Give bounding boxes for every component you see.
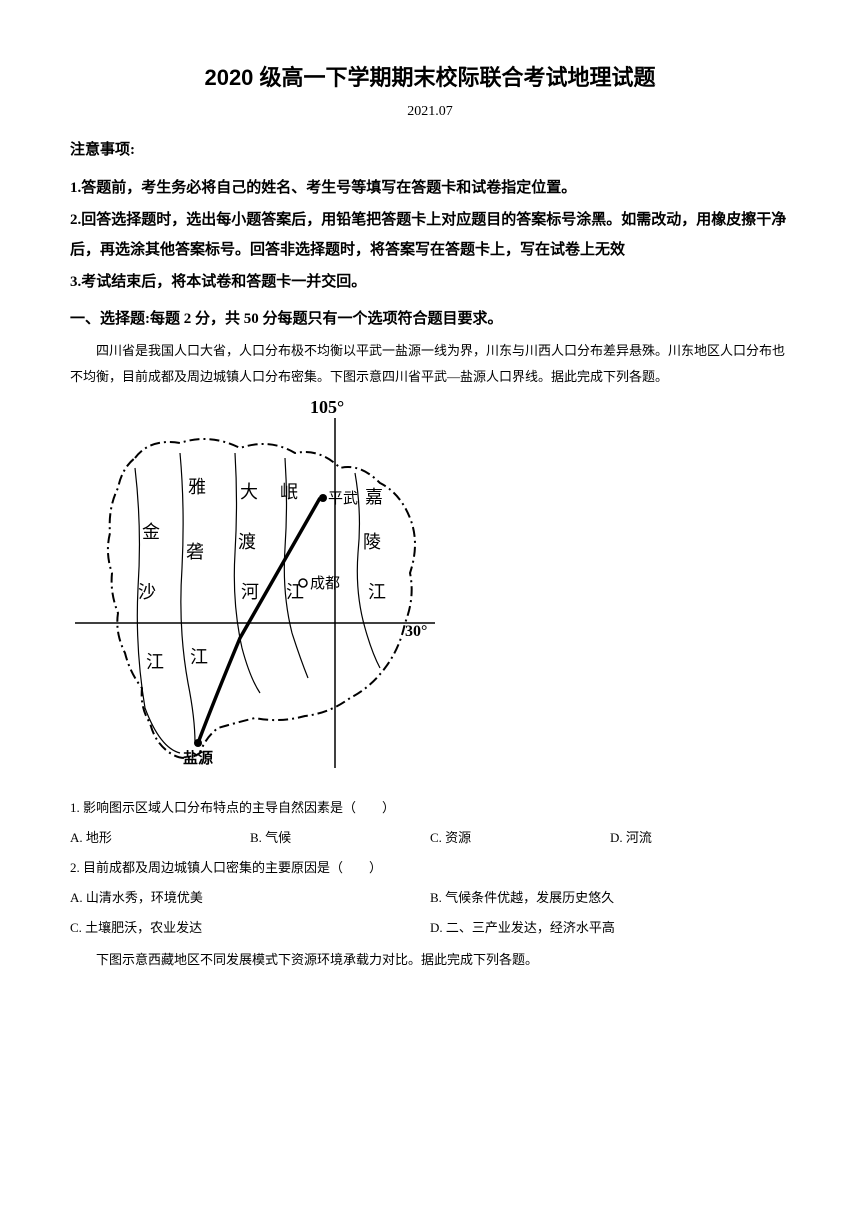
notice-2: 2.回答选择题时，选出每小题答案后，用铅笔把答题卡上对应题目的答案标号涂黑。如需… bbox=[70, 205, 790, 265]
svg-text:江: 江 bbox=[368, 582, 386, 602]
exam-date: 2021.07 bbox=[70, 104, 790, 120]
city-pingwu: 平武 bbox=[328, 490, 358, 507]
sichuan-map-svg: 105° 30° 金 沙 江 雅 砻 江 大 渡 河 岷 bbox=[70, 398, 440, 778]
section-header: 一、选择题:每题 2 分，共 50 分每题只有一个选项符合题目要求。 bbox=[70, 307, 790, 328]
svg-text:江: 江 bbox=[146, 652, 164, 672]
notice-header: 注意事项: bbox=[70, 138, 790, 159]
q2-opt-a: A. 山清水秀，环境优美 bbox=[70, 885, 430, 911]
q2-options-row2: C. 土壤肥沃，农业发达 D. 二、三产业发达，经济水平高 bbox=[70, 915, 790, 941]
q2-opt-c: C. 土壤肥沃，农业发达 bbox=[70, 915, 430, 941]
passage-1: 四川省是我国人口大省，人口分布极不均衡以平武一盐源一线为界，川东与川西人口分布差… bbox=[70, 338, 790, 390]
river-dadu: 大 bbox=[240, 482, 258, 502]
q1-opt-c: C. 资源 bbox=[430, 825, 610, 851]
q1-opt-a: A. 地形 bbox=[70, 825, 250, 851]
svg-text:沙: 沙 bbox=[138, 582, 156, 602]
river-min: 岷 bbox=[280, 482, 298, 502]
city-yanyuan: 盐源 bbox=[183, 749, 213, 767]
question-2: 2. 目前成都及周边城镇人口密集的主要原因是（ ） bbox=[70, 855, 790, 881]
river-yalong: 雅 bbox=[188, 477, 206, 497]
river-jinsha: 金 bbox=[142, 522, 160, 542]
svg-text:陵: 陵 bbox=[363, 532, 381, 552]
q2-options-row1: A. 山清水秀，环境优美 B. 气候条件优越，发展历史悠久 bbox=[70, 885, 790, 911]
q1-opt-d: D. 河流 bbox=[610, 825, 790, 851]
svg-text:砻: 砻 bbox=[186, 542, 204, 562]
q2-opt-b: B. 气候条件优越，发展历史悠久 bbox=[430, 885, 790, 911]
svg-text:渡: 渡 bbox=[238, 532, 256, 552]
river-jialing: 嘉 bbox=[365, 487, 383, 507]
exam-title: 2020 级高一下学期期末校际联合考试地理试题 bbox=[70, 60, 790, 92]
city-chengdu: 成都 bbox=[310, 575, 340, 592]
question-1: 1. 影响图示区域人口分布特点的主导自然因素是（ ） bbox=[70, 795, 790, 821]
latitude-label: 30° bbox=[405, 623, 427, 640]
longitude-label: 105° bbox=[310, 398, 344, 417]
q1-options: A. 地形 B. 气候 C. 资源 D. 河流 bbox=[70, 825, 790, 851]
notice-3: 3.考试结束后，将本试卷和答题卡一并交回。 bbox=[70, 267, 790, 297]
svg-text:河: 河 bbox=[241, 582, 259, 602]
passage-2: 下图示意西藏地区不同发展模式下资源环境承载力对比。据此完成下列各题。 bbox=[70, 947, 790, 973]
q1-opt-b: B. 气候 bbox=[250, 825, 430, 851]
notice-1: 1.答题前，考生务必将自己的姓名、考生号等填写在答题卡和试卷指定位置。 bbox=[70, 173, 790, 203]
q2-opt-d: D. 二、三产业发达，经济水平高 bbox=[430, 915, 790, 941]
svg-text:江: 江 bbox=[190, 647, 208, 667]
map-figure: 105° 30° 金 沙 江 雅 砻 江 大 渡 河 岷 bbox=[70, 398, 790, 783]
